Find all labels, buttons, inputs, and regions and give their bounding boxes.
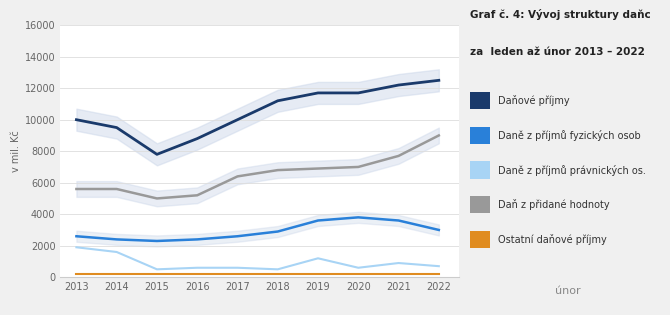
FancyBboxPatch shape — [470, 231, 490, 248]
Text: únor: únor — [555, 286, 581, 296]
Y-axis label: v mil. Kč: v mil. Kč — [11, 130, 21, 172]
Text: Graf č. 4: Vývoj struktury daňc: Graf č. 4: Vývoj struktury daňc — [470, 9, 651, 20]
Text: Daňové příjmy: Daňové příjmy — [498, 95, 570, 106]
Text: Daň z přidané hodnoty: Daň z přidané hodnoty — [498, 199, 610, 210]
FancyBboxPatch shape — [470, 161, 490, 179]
FancyBboxPatch shape — [470, 127, 490, 144]
FancyBboxPatch shape — [470, 196, 490, 214]
Text: Daně z příjmů právnických os.: Daně z příjmů právnických os. — [498, 165, 647, 175]
FancyBboxPatch shape — [470, 92, 490, 109]
Text: Daně z příjmů fyzických osob: Daně z příjmů fyzických osob — [498, 130, 641, 141]
Text: Ostatní daňové příjmy: Ostatní daňové příjmy — [498, 234, 607, 245]
Text: za  leden až únor 2013 – 2022: za leden až únor 2013 – 2022 — [470, 47, 645, 57]
